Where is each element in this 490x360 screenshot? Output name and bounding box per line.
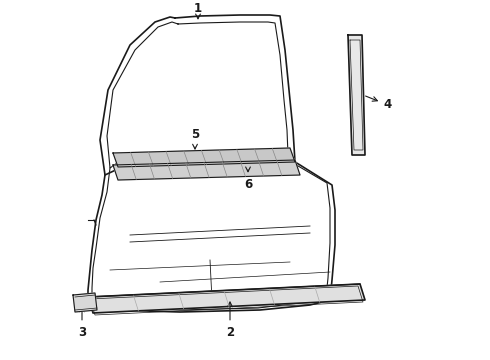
Text: 3: 3 (78, 307, 86, 338)
Polygon shape (113, 160, 300, 180)
Text: 4: 4 (366, 96, 392, 112)
Text: 6: 6 (244, 167, 252, 192)
Text: 2: 2 (226, 302, 234, 338)
Polygon shape (73, 293, 97, 312)
Text: 5: 5 (191, 129, 199, 149)
Polygon shape (113, 148, 295, 167)
Polygon shape (348, 35, 365, 155)
Polygon shape (88, 284, 365, 313)
Text: 1: 1 (194, 1, 202, 19)
